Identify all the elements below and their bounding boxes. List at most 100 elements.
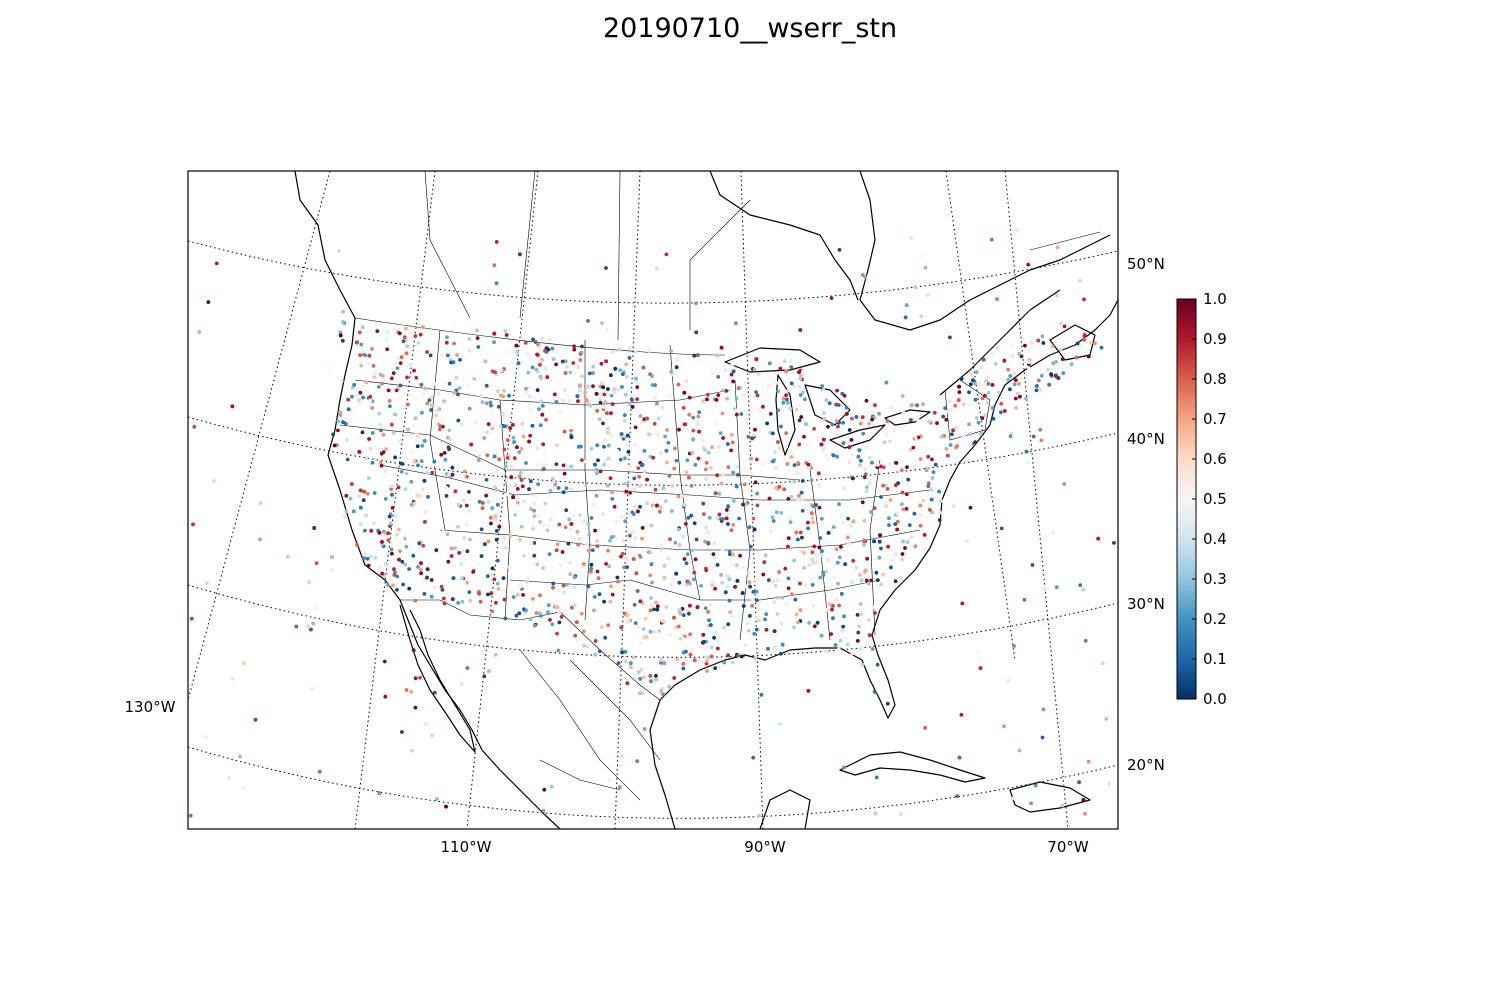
colorbar-tick-label: 1.0 — [1203, 290, 1227, 308]
station-marker — [346, 407, 351, 412]
station-marker — [937, 518, 942, 522]
station-marker — [471, 570, 476, 574]
station-marker — [829, 296, 834, 300]
station-marker — [754, 627, 759, 632]
station-marker — [743, 642, 748, 647]
station-marker — [484, 401, 489, 406]
station-marker — [785, 462, 790, 466]
station-marker — [654, 677, 658, 682]
station-marker — [383, 694, 388, 699]
station-marker — [701, 512, 706, 516]
station-marker — [792, 558, 797, 563]
great-lake-ontario — [884, 409, 931, 426]
station-marker — [490, 426, 495, 431]
station-marker — [588, 569, 593, 574]
station-marker — [413, 676, 418, 681]
station-marker — [589, 516, 594, 520]
station-marker — [591, 384, 595, 388]
station-marker — [357, 494, 362, 499]
station-marker — [703, 476, 708, 481]
station-marker — [578, 383, 583, 388]
station-marker — [405, 375, 409, 380]
station-marker — [913, 436, 918, 441]
station-marker — [873, 811, 878, 816]
lon-label-130w: 130°W — [125, 698, 176, 716]
station-marker — [717, 512, 722, 517]
station-marker — [514, 343, 519, 348]
station-marker — [203, 735, 208, 739]
station-marker — [721, 473, 725, 477]
station-marker — [554, 462, 559, 466]
station-marker — [484, 477, 489, 482]
station-marker — [704, 568, 709, 573]
station-marker — [926, 484, 931, 489]
station-marker — [642, 417, 647, 422]
station-marker — [462, 536, 467, 540]
station-marker — [567, 398, 572, 403]
station-marker — [784, 389, 789, 394]
station-marker — [517, 474, 522, 479]
station-marker — [682, 503, 687, 508]
station-marker — [1055, 245, 1060, 250]
station-marker — [484, 534, 488, 538]
station-marker — [670, 577, 675, 582]
station-marker — [578, 537, 582, 541]
station-marker — [715, 516, 720, 520]
station-marker — [775, 578, 779, 583]
station-marker — [625, 681, 630, 686]
station-marker — [593, 528, 597, 533]
station-marker — [595, 544, 600, 548]
station-marker — [621, 436, 626, 441]
station-marker — [677, 427, 681, 432]
station-marker — [613, 366, 618, 371]
station-marker — [387, 399, 392, 403]
station-marker — [635, 759, 640, 764]
station-marker — [349, 410, 354, 415]
station-marker — [1086, 354, 1091, 359]
station-marker — [680, 360, 684, 365]
station-marker — [1038, 387, 1043, 392]
station-marker — [665, 428, 669, 432]
station-marker — [388, 524, 392, 529]
station-marker — [536, 342, 540, 347]
station-marker — [363, 353, 368, 358]
station-marker — [811, 504, 815, 509]
station-marker — [895, 527, 900, 532]
station-marker — [629, 665, 633, 670]
station-marker — [585, 644, 590, 649]
station-marker — [587, 385, 592, 389]
station-marker — [741, 565, 746, 570]
station-marker — [432, 585, 437, 590]
colorbar-tick-label: 0.6 — [1203, 450, 1227, 468]
station-marker — [1012, 382, 1017, 387]
station-marker — [538, 423, 543, 428]
station-marker — [967, 390, 971, 395]
station-marker — [878, 464, 883, 469]
station-marker — [645, 416, 649, 421]
station-marker — [648, 674, 653, 678]
station-marker — [761, 572, 766, 577]
station-marker — [773, 583, 778, 588]
station-marker — [854, 565, 859, 570]
station-marker — [912, 511, 917, 516]
lon-label-90w: 90°W — [744, 838, 786, 856]
station-marker — [826, 457, 830, 462]
station-marker — [811, 520, 815, 525]
station-marker — [901, 410, 906, 415]
station-marker — [348, 496, 353, 501]
station-marker — [561, 398, 565, 403]
station-marker — [1013, 378, 1018, 382]
station-marker — [587, 533, 592, 537]
station-marker — [582, 643, 586, 648]
station-marker — [598, 400, 603, 405]
station-marker — [670, 509, 674, 513]
station-marker — [467, 337, 472, 341]
station-marker — [890, 558, 895, 563]
station-marker — [550, 622, 555, 627]
station-marker — [379, 428, 383, 433]
station-marker — [441, 596, 446, 601]
station-marker — [566, 541, 571, 546]
station-marker — [1010, 354, 1015, 358]
station-marker — [957, 390, 962, 395]
station-marker — [706, 655, 710, 660]
